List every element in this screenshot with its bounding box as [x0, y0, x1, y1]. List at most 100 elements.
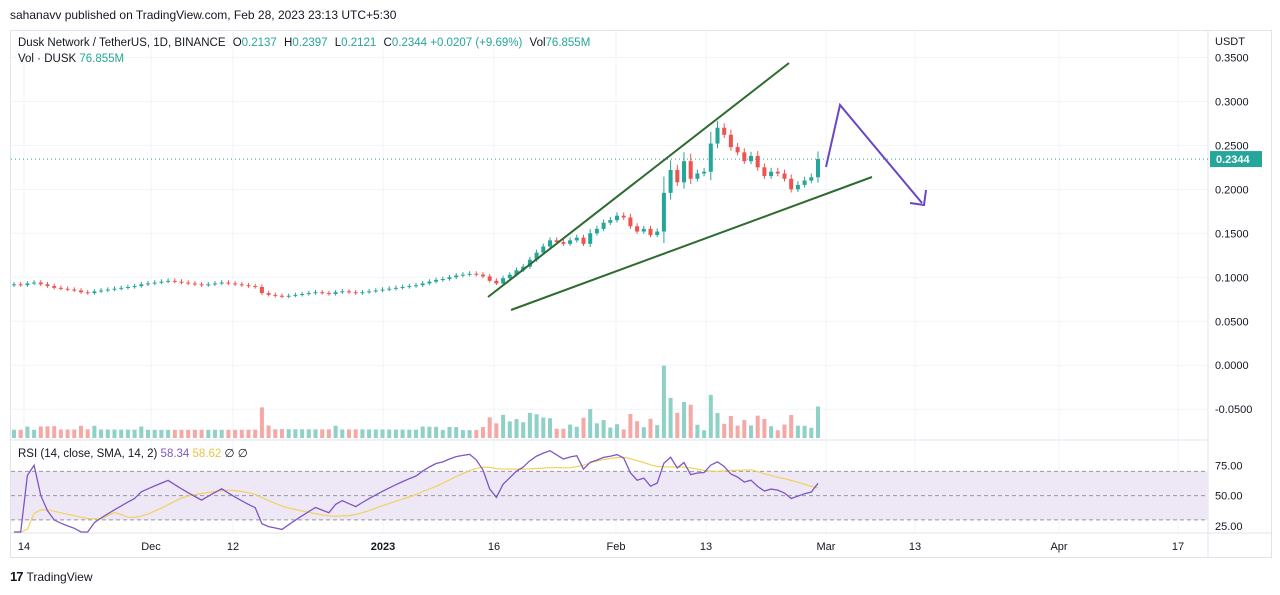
- low-value: 0.2121: [341, 37, 377, 49]
- volume-bar: [199, 429, 204, 438]
- rsi-empty-2: ∅: [237, 448, 248, 460]
- candle-body: [675, 169, 680, 183]
- candle-body: [628, 217, 633, 227]
- candle-body: [608, 220, 613, 223]
- volume-bar: [755, 415, 760, 438]
- volume-bar: [273, 429, 278, 438]
- volume-bar: [367, 429, 372, 438]
- candle-body: [588, 233, 593, 244]
- candle-body: [72, 289, 77, 291]
- candle-body: [661, 192, 666, 232]
- volume-bar: [326, 429, 331, 438]
- candle-body: [119, 287, 124, 289]
- volume-bar: [286, 429, 291, 438]
- volume-bar: [688, 404, 693, 438]
- candle-body: [407, 286, 412, 288]
- volume-bar: [762, 419, 767, 438]
- volume-bar: [192, 429, 197, 438]
- price-axis: 0.3500 0.3000 0.2500 0.2000 0.1500 0.1000 0.05…: [1207, 31, 1262, 557]
- volume-bar: [179, 429, 184, 438]
- volume-bar: [681, 401, 687, 438]
- candle-body: [400, 286, 405, 288]
- time-tick-label: Mar: [817, 541, 836, 553]
- price-tick-label: 0.0500: [1215, 316, 1249, 328]
- candle-body: [702, 171, 707, 174]
- candle-body: [18, 284, 23, 286]
- open-value: 0.2137: [241, 37, 277, 49]
- grid-lines: [11, 31, 1208, 533]
- volume-bar: [400, 429, 405, 438]
- volume-bar: [239, 429, 244, 438]
- volume-bar: [112, 429, 117, 438]
- candle-body: [38, 282, 43, 285]
- candle-body: [233, 283, 238, 285]
- candle-body: [387, 288, 392, 290]
- volume-bar: [152, 429, 157, 438]
- time-tick-label: Feb: [607, 541, 626, 553]
- time-tick-label: 12: [227, 541, 239, 553]
- candle-body: [789, 178, 794, 190]
- rsi-tick-label: 75.00: [1215, 460, 1243, 472]
- volume-bar: [145, 429, 151, 438]
- volume-bar: [514, 419, 519, 438]
- volume-bar: [38, 426, 43, 438]
- candle-body: [145, 283, 151, 285]
- candle-body: [360, 292, 365, 294]
- main-legend[interactable]: Dusk Network / TetherUS, 1D, BINANCE O0.…: [18, 35, 590, 67]
- volume-bar: [413, 429, 419, 438]
- rsi-sma-value: 58.62: [192, 448, 222, 460]
- volume-bar: [782, 424, 787, 438]
- volume-bar: [72, 429, 77, 438]
- volume-bar: [494, 423, 499, 438]
- volume-bar: [58, 429, 63, 438]
- candle-body: [568, 240, 573, 244]
- candle-body: [125, 286, 130, 288]
- candle-body: [594, 228, 599, 234]
- volume-bar: [420, 426, 425, 438]
- drawings: [487, 62, 927, 311]
- rsi-legend[interactable]: RSI (14, close, SMA, 14, 2) 58.34 58.62 …: [18, 446, 248, 460]
- candle-body: [480, 274, 486, 277]
- candle-body: [346, 291, 352, 293]
- top-bar: sahanavv published on TradingView.com, F…: [0, 0, 1280, 30]
- volume-bar: [32, 429, 37, 438]
- candle-body: [541, 246, 546, 253]
- volume-bar: [487, 417, 492, 438]
- candle-body: [507, 274, 512, 279]
- volume-bar: [474, 430, 479, 438]
- price-axis-unit: USDT: [1215, 36, 1245, 48]
- candle-body: [815, 159, 821, 178]
- current-price-label: 0.2344: [1216, 154, 1251, 166]
- forecast-arrow-path: [825, 102, 923, 204]
- time-tick-label: 16: [488, 541, 500, 553]
- volume-bar: [266, 425, 271, 438]
- volume-bar: [92, 425, 97, 438]
- candle-body: [802, 180, 807, 185]
- volume-bar: [728, 416, 733, 438]
- volume-bar: [501, 414, 506, 438]
- time-tick-label: Dec: [141, 541, 161, 553]
- candle-body: [293, 294, 298, 296]
- volume-bar: [795, 425, 800, 438]
- volume-bar: [521, 422, 526, 438]
- candle-body: [85, 292, 90, 294]
- volume-bar: [655, 425, 660, 438]
- candle-body: [320, 292, 325, 294]
- volume-bar: [172, 429, 177, 438]
- candle-body: [306, 293, 311, 295]
- current-price-badge: [1210, 151, 1262, 168]
- time-tick-label: 14: [18, 541, 30, 553]
- volume-bar: [293, 429, 298, 438]
- candle-body: [273, 294, 278, 296]
- candle-body: [45, 284, 50, 287]
- brand-name: TradingView: [26, 569, 93, 584]
- volume-bar: [45, 426, 50, 438]
- price-tick-label: 0.1000: [1215, 272, 1249, 284]
- candle-body: [614, 215, 620, 221]
- volume-bar: [427, 426, 432, 438]
- volume-bar: [735, 425, 740, 438]
- volume-bar: [353, 429, 358, 438]
- forecast-arrow-head: [909, 189, 927, 207]
- candle-body: [186, 282, 191, 284]
